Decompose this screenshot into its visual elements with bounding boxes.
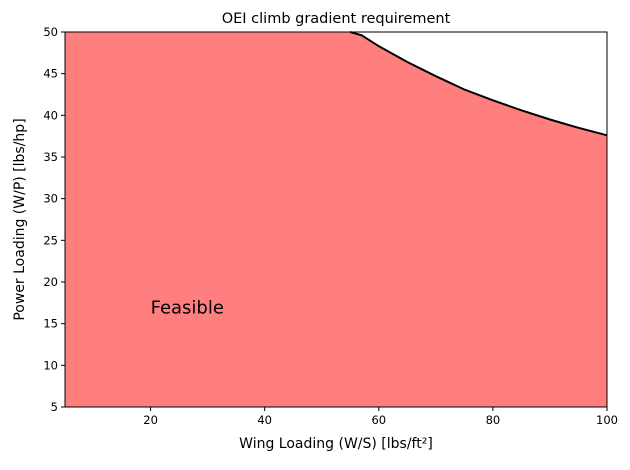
y-axis-ticks: 5 10 15 20 25 30 35 40 45 50	[43, 25, 65, 414]
y-tick-label: 20	[43, 275, 58, 289]
y-tick-label: 35	[43, 150, 58, 164]
y-tick-label: 15	[43, 317, 58, 331]
x-tick-label: 100	[596, 413, 618, 427]
x-tick-label: 40	[257, 413, 272, 427]
x-tick-label: 80	[486, 413, 501, 427]
feasible-annotation: Feasible	[151, 298, 224, 319]
y-tick-label: 30	[43, 192, 58, 206]
y-tick-label: 10	[43, 358, 58, 372]
y-tick-label: 25	[43, 233, 58, 247]
y-axis-label: Power Loading (W/P) [lbs/hp]	[12, 118, 28, 320]
y-tick-label: 45	[43, 67, 58, 81]
y-tick-label: 40	[43, 108, 58, 122]
feasible-region	[65, 32, 607, 407]
x-tick-label: 20	[143, 413, 158, 427]
y-tick-label: 5	[51, 400, 58, 414]
plot-frame	[64, 31, 608, 408]
x-axis-label: Wing Loading (W/S) [lbs/ft²]	[239, 436, 433, 452]
y-tick-label: 50	[43, 25, 58, 39]
chart-title: OEI climb gradient requirement	[222, 11, 451, 27]
x-axis-ticks: 20 40 60 80 100	[143, 407, 618, 427]
plot-layer	[65, 31, 608, 407]
constraint-line	[349, 31, 608, 137]
x-tick-label: 60	[371, 413, 386, 427]
